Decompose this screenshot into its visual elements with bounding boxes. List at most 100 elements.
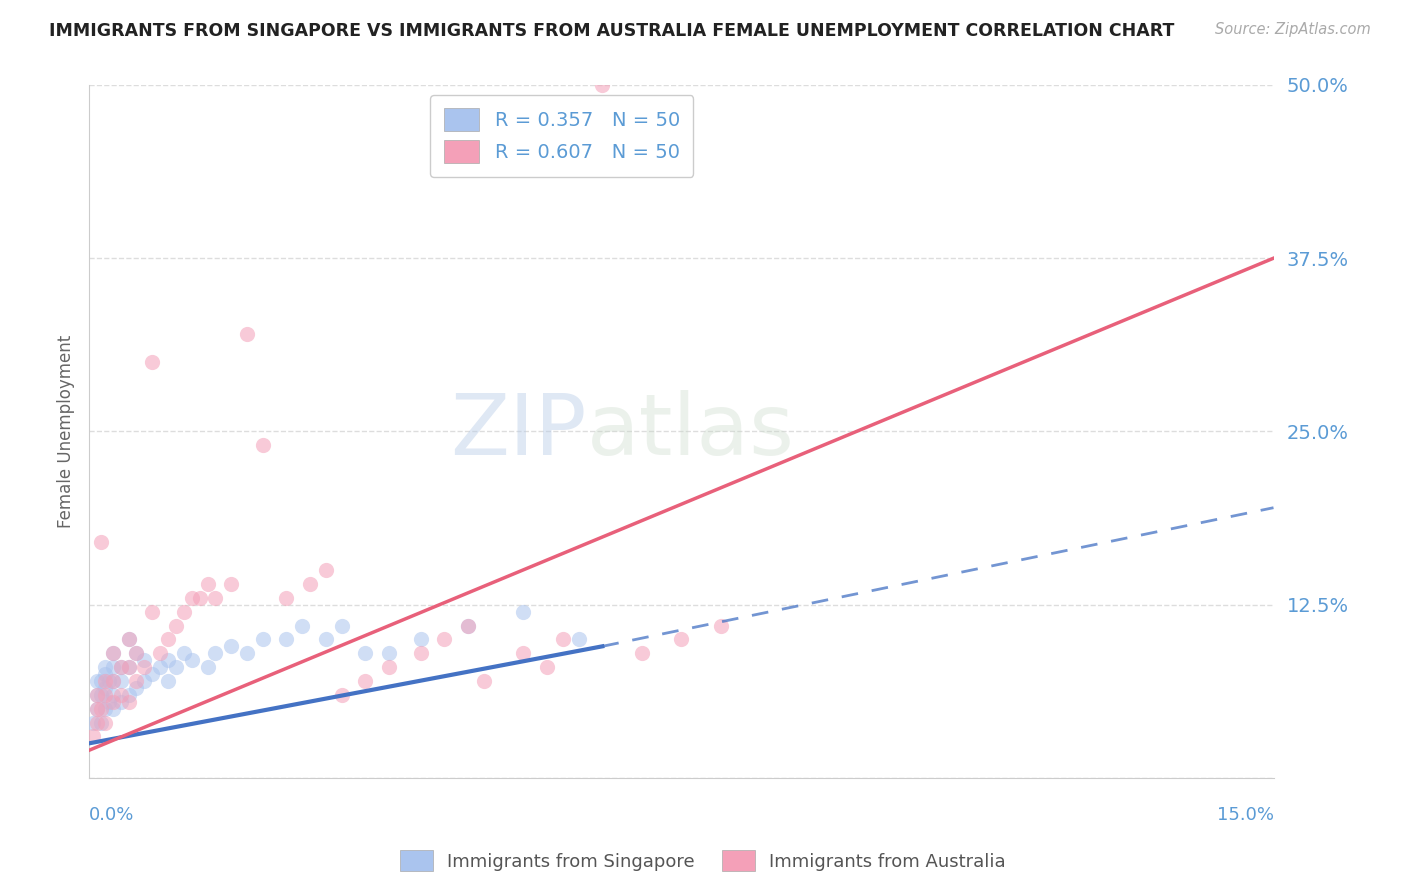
Point <box>330 688 353 702</box>
Y-axis label: Female Unemployment: Female Unemployment <box>58 334 75 528</box>
Point <box>97 673 120 688</box>
Point <box>117 632 139 647</box>
Point <box>236 327 259 342</box>
Point <box>94 715 117 730</box>
Point <box>173 646 195 660</box>
Point <box>219 640 242 654</box>
Point <box>117 688 139 702</box>
Point <box>101 673 124 688</box>
Point <box>90 688 112 702</box>
Point <box>94 681 117 695</box>
Point <box>149 660 172 674</box>
Point <box>671 632 693 647</box>
Point <box>299 577 322 591</box>
Point <box>134 660 156 674</box>
Point <box>291 618 314 632</box>
Point <box>94 688 117 702</box>
Point <box>457 618 479 632</box>
Point <box>86 673 108 688</box>
Point <box>90 702 112 716</box>
Point <box>110 695 132 709</box>
Point <box>125 681 148 695</box>
Point <box>141 667 163 681</box>
Point <box>204 646 226 660</box>
Point <box>101 646 124 660</box>
Point <box>378 660 401 674</box>
Point <box>630 646 652 660</box>
Point <box>551 632 574 647</box>
Point <box>568 632 591 647</box>
Point <box>125 646 148 660</box>
Point <box>117 632 139 647</box>
Point <box>197 577 219 591</box>
Point <box>472 673 495 688</box>
Point <box>90 715 112 730</box>
Point <box>457 618 479 632</box>
Point <box>86 688 108 702</box>
Point <box>354 673 377 688</box>
Point <box>101 673 124 688</box>
Point <box>125 646 148 660</box>
Point <box>117 660 139 674</box>
Point <box>86 715 108 730</box>
Point <box>252 632 274 647</box>
Point <box>101 695 124 709</box>
Point <box>157 632 180 647</box>
Point <box>101 702 124 716</box>
Point <box>157 673 180 688</box>
Legend: R = 0.357   N = 50, R = 0.607   N = 50: R = 0.357 N = 50, R = 0.607 N = 50 <box>430 95 693 177</box>
Point <box>204 591 226 605</box>
Point <box>173 605 195 619</box>
Point <box>110 660 132 674</box>
Point <box>149 646 172 660</box>
Point <box>94 673 117 688</box>
Point <box>252 438 274 452</box>
Point <box>165 618 187 632</box>
Point <box>117 695 139 709</box>
Text: ZIP: ZIP <box>450 390 586 473</box>
Point <box>188 591 211 605</box>
Text: 0.0%: 0.0% <box>89 805 135 823</box>
Point <box>315 563 337 577</box>
Text: IMMIGRANTS FROM SINGAPORE VS IMMIGRANTS FROM AUSTRALIA FEMALE UNEMPLOYMENT CORRE: IMMIGRANTS FROM SINGAPORE VS IMMIGRANTS … <box>49 22 1174 40</box>
Point <box>110 660 132 674</box>
Point <box>125 673 148 688</box>
Point <box>141 355 163 369</box>
Point <box>82 730 104 744</box>
Point <box>315 632 337 647</box>
Point <box>354 646 377 660</box>
Point <box>236 646 259 660</box>
Point <box>101 646 124 660</box>
Point <box>180 653 202 667</box>
Point <box>86 702 108 716</box>
Point <box>86 702 108 716</box>
Point <box>409 632 432 647</box>
Point <box>94 660 117 674</box>
Point <box>591 78 613 92</box>
Point <box>197 660 219 674</box>
Point <box>710 618 733 632</box>
Point <box>276 591 298 605</box>
Point <box>90 535 112 549</box>
Text: Source: ZipAtlas.com: Source: ZipAtlas.com <box>1215 22 1371 37</box>
Legend: Immigrants from Singapore, Immigrants from Australia: Immigrants from Singapore, Immigrants fr… <box>394 843 1012 879</box>
Point <box>180 591 202 605</box>
Point <box>134 673 156 688</box>
Point <box>165 660 187 674</box>
Point <box>433 632 456 647</box>
Point <box>94 702 117 716</box>
Point <box>219 577 242 591</box>
Point <box>378 646 401 660</box>
Point <box>536 660 558 674</box>
Point <box>110 688 132 702</box>
Point <box>409 646 432 660</box>
Point <box>97 695 120 709</box>
Point <box>101 688 124 702</box>
Point <box>110 673 132 688</box>
Point <box>94 667 117 681</box>
Point <box>276 632 298 647</box>
Point <box>330 618 353 632</box>
Point <box>512 605 534 619</box>
Text: atlas: atlas <box>586 390 794 473</box>
Point <box>101 660 124 674</box>
